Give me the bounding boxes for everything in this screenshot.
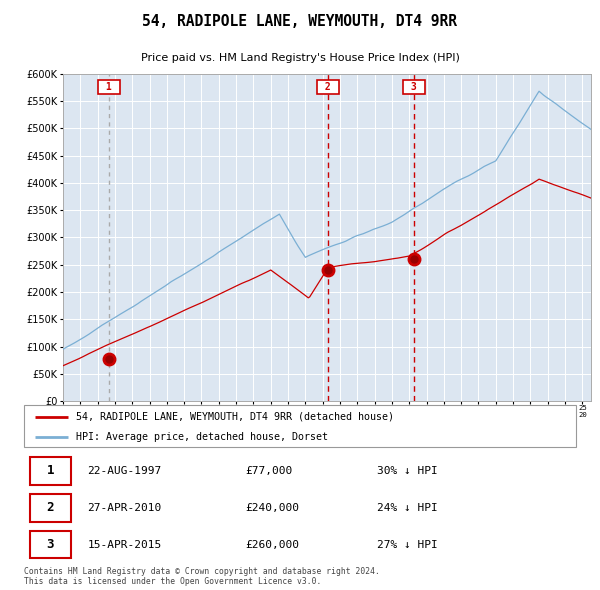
- Text: Price paid vs. HM Land Registry's House Price Index (HPI): Price paid vs. HM Land Registry's House …: [140, 53, 460, 63]
- Text: HPI: Average price, detached house, Dorset: HPI: Average price, detached house, Dors…: [76, 432, 328, 441]
- Text: 3: 3: [406, 82, 423, 92]
- FancyBboxPatch shape: [29, 494, 71, 522]
- Text: 27-APR-2010: 27-APR-2010: [88, 503, 162, 513]
- Text: 3: 3: [46, 538, 54, 551]
- Text: 1: 1: [100, 82, 118, 92]
- Text: 54, RADIPOLE LANE, WEYMOUTH, DT4 9RR (detached house): 54, RADIPOLE LANE, WEYMOUTH, DT4 9RR (de…: [76, 412, 394, 422]
- Text: £260,000: £260,000: [245, 539, 299, 549]
- Text: 27% ↓ HPI: 27% ↓ HPI: [377, 539, 438, 549]
- Text: 30% ↓ HPI: 30% ↓ HPI: [377, 466, 438, 476]
- Text: 22-AUG-1997: 22-AUG-1997: [88, 466, 162, 476]
- FancyBboxPatch shape: [29, 531, 71, 558]
- Text: 54, RADIPOLE LANE, WEYMOUTH, DT4 9RR: 54, RADIPOLE LANE, WEYMOUTH, DT4 9RR: [143, 14, 458, 29]
- Text: 1: 1: [46, 464, 54, 477]
- Text: £77,000: £77,000: [245, 466, 292, 476]
- Text: 2: 2: [319, 82, 337, 92]
- Text: 2: 2: [46, 501, 54, 514]
- FancyBboxPatch shape: [24, 405, 576, 447]
- Text: 24% ↓ HPI: 24% ↓ HPI: [377, 503, 438, 513]
- Text: Contains HM Land Registry data © Crown copyright and database right 2024.
This d: Contains HM Land Registry data © Crown c…: [24, 567, 380, 586]
- Text: £240,000: £240,000: [245, 503, 299, 513]
- FancyBboxPatch shape: [29, 457, 71, 485]
- Text: 15-APR-2015: 15-APR-2015: [88, 539, 162, 549]
